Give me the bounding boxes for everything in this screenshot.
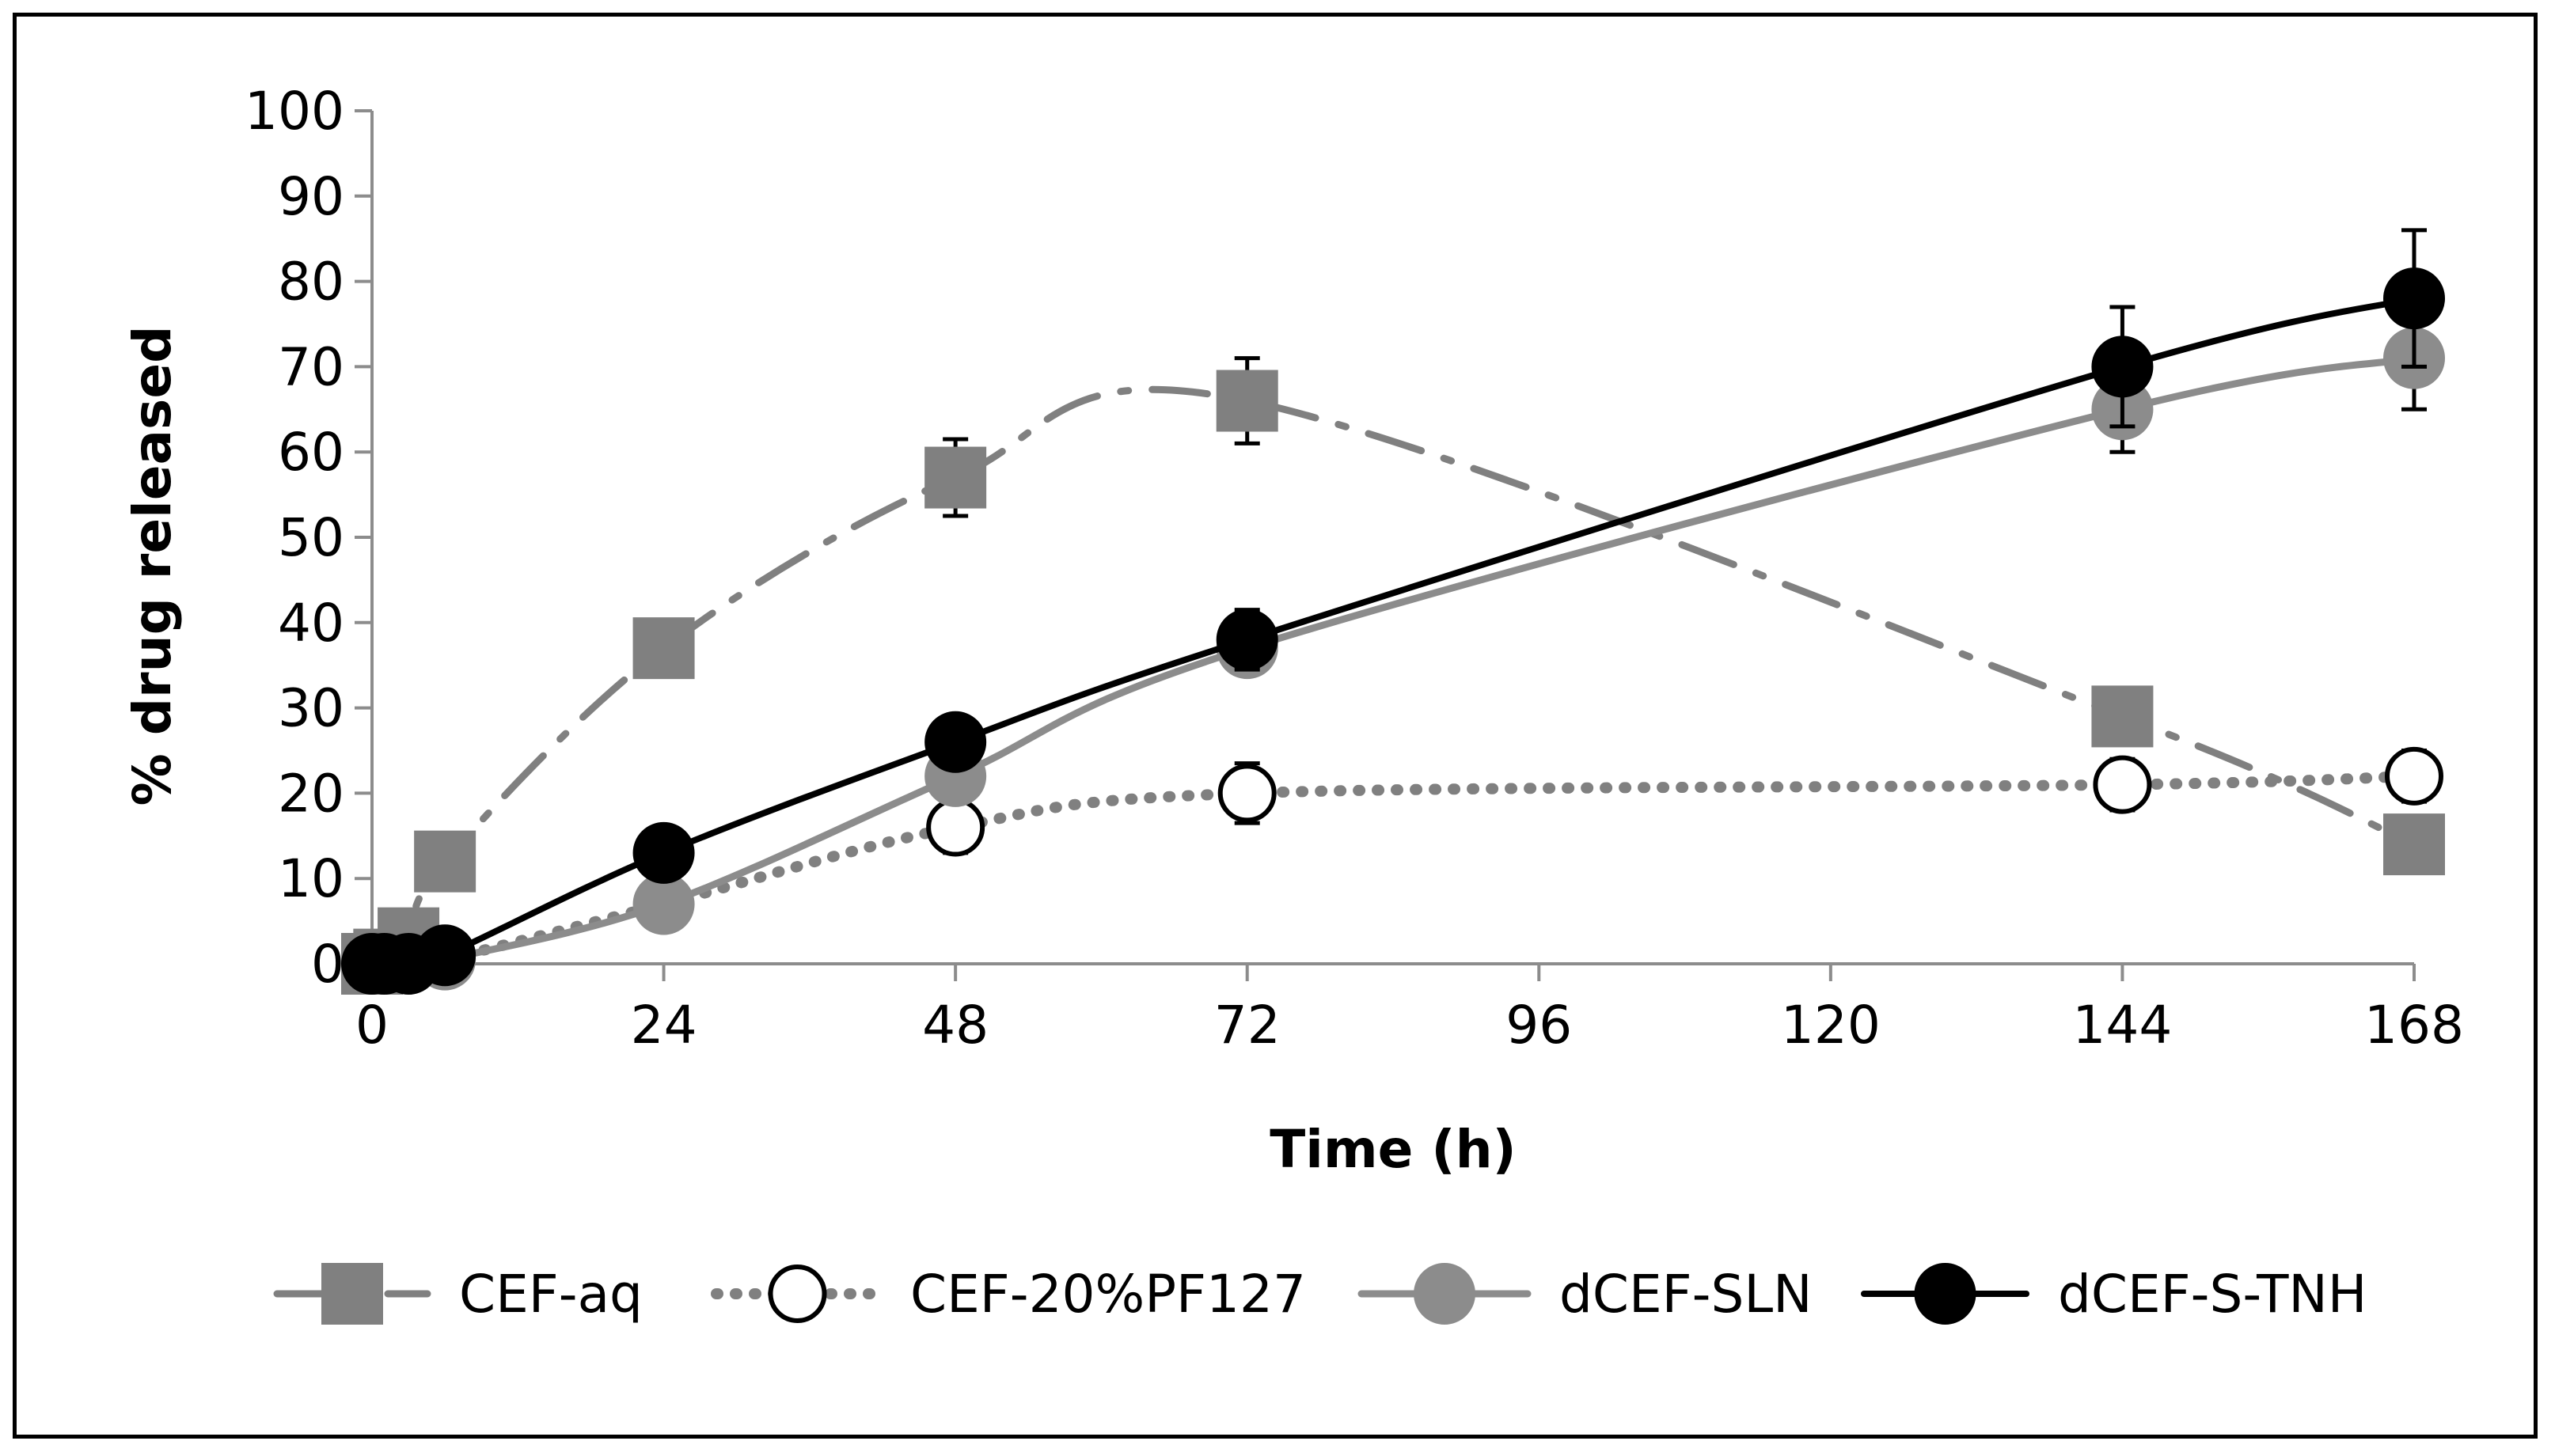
labels-layer: Time (h) % drug released — [122, 326, 1517, 1180]
data-point — [2385, 746, 2443, 806]
x-tick-label: 48 — [922, 995, 989, 1056]
legend-item-dcef-sln: dCEF-SLN — [1357, 1263, 1813, 1325]
data-point — [924, 446, 987, 509]
legend-marker — [321, 1263, 383, 1325]
legend-label: CEF-20%PF127 — [910, 1264, 1306, 1325]
data-point — [414, 830, 476, 893]
legend-marker — [1414, 1263, 1475, 1325]
data-point — [924, 711, 987, 773]
data-point — [2093, 755, 2152, 814]
data-point — [414, 924, 476, 987]
series-dcef-s-tnh — [341, 228, 2445, 995]
data-point — [2383, 813, 2445, 876]
y-tick-label: 60 — [278, 422, 344, 483]
legend-label: dCEF-SLN — [1559, 1264, 1813, 1325]
data-point — [2383, 267, 2445, 330]
legend-item-cef-aq: CEF-aq — [273, 1263, 643, 1325]
series-layer — [341, 228, 2445, 995]
x-tick-label: 96 — [1505, 995, 1572, 1056]
axes-layer: 0 10 20 30 40 50 60 70 80 90 100 0 24 48 72 96 120 144 168 — [245, 81, 2464, 1056]
data-point — [2091, 336, 2154, 398]
data-point — [632, 821, 695, 884]
legend-item-dcef-s-tnh: dCEF-S-TNH — [1861, 1263, 2367, 1325]
y-tick-label: 100 — [245, 81, 344, 142]
y-tick-label: 70 — [278, 336, 344, 397]
data-point — [1216, 609, 1278, 671]
legend-label: CEF-aq — [459, 1264, 643, 1325]
legend-marker — [1914, 1263, 1976, 1325]
x-tick-label: 144 — [2072, 995, 2172, 1056]
x-tick-label: 72 — [1214, 995, 1281, 1056]
x-tick-label: 24 — [631, 995, 697, 1056]
data-point — [926, 798, 985, 857]
legend-marker — [768, 1265, 827, 1323]
legend-label: dCEF-S-TNH — [2058, 1264, 2367, 1325]
y-tick-label: 30 — [278, 678, 344, 739]
x-tick-label: 120 — [1781, 995, 1881, 1056]
y-tick-label: 80 — [278, 252, 344, 313]
y-tick-label: 20 — [278, 763, 344, 824]
legend: CEF-aq CEF-20%PF127 dCEF-SLN dCEF-S-TNH — [273, 1263, 2367, 1325]
y-tick-label: 90 — [278, 166, 344, 227]
y-tick-label: 0 — [311, 934, 344, 995]
data-point — [2091, 685, 2154, 748]
y-axis-title: % drug released — [122, 326, 183, 806]
data-point — [1216, 370, 1278, 432]
y-tick-label: 50 — [278, 507, 344, 568]
y-tick-label: 40 — [278, 593, 344, 654]
data-point — [1217, 764, 1277, 823]
legend-item-cef-20-pf127: CEF-20%PF127 — [711, 1264, 1306, 1325]
data-point — [632, 617, 695, 680]
x-tick-label: 168 — [2364, 995, 2464, 1056]
x-axis-title: Time (h) — [1270, 1119, 1516, 1180]
x-tick-label: 0 — [355, 995, 389, 1056]
y-tick-label: 10 — [278, 848, 344, 909]
